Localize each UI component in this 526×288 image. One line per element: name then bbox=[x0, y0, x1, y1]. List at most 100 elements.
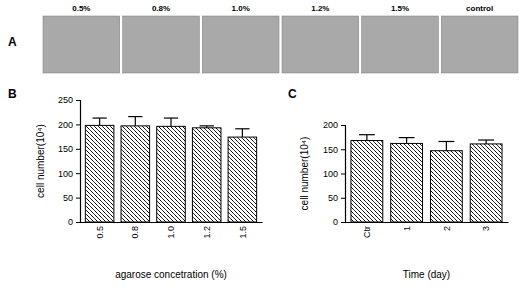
error-bar-stem bbox=[135, 117, 136, 126]
y-tick-mark bbox=[76, 222, 80, 223]
x-axis-title: agarose concetration (%) bbox=[115, 269, 227, 280]
y-tick: 0 bbox=[68, 217, 80, 227]
y-tick-mark bbox=[76, 149, 80, 150]
error-bar bbox=[478, 140, 494, 144]
x-tick: 1 bbox=[402, 222, 412, 231]
error-bar bbox=[128, 117, 142, 126]
bar bbox=[228, 137, 257, 222]
micrograph bbox=[441, 16, 518, 73]
x-tick-label: Ctr bbox=[362, 226, 372, 238]
x-axis: Ctr 1 2 3 bbox=[346, 222, 509, 238]
y-tick: 100 bbox=[323, 169, 345, 179]
error-bar bbox=[235, 129, 249, 137]
x-tick: 0.8 bbox=[130, 222, 140, 239]
error-bar-stem bbox=[170, 118, 171, 126]
x-axis: 0.50.81.01.21.5 bbox=[81, 222, 263, 239]
error-bar bbox=[359, 135, 375, 141]
error-bar-cap bbox=[359, 134, 375, 135]
x-tick: 2 bbox=[442, 222, 452, 231]
x-axis-title: Time (day) bbox=[403, 269, 450, 280]
x-tick: 1.5 bbox=[238, 222, 248, 239]
x-tick-label: 0.5 bbox=[95, 226, 105, 239]
error-bar-cap bbox=[399, 137, 415, 138]
image-label: 0.8% bbox=[152, 4, 170, 13]
y-tick-label: 250 bbox=[58, 95, 73, 105]
x-tick-label: 2 bbox=[442, 226, 452, 231]
error-bar bbox=[164, 118, 178, 126]
error-bar-stem bbox=[366, 135, 367, 141]
error-bar bbox=[92, 118, 106, 125]
x-tick-label: 0.8 bbox=[130, 226, 140, 239]
y-tick: 150 bbox=[58, 144, 80, 154]
error-bar-cap bbox=[438, 141, 454, 142]
bar bbox=[470, 144, 502, 222]
y-tick: 0 bbox=[333, 217, 345, 227]
bar-chart: 0501001502002500.50.81.01.21.5agarose co… bbox=[8, 87, 263, 280]
x-tick: Ctr bbox=[362, 222, 372, 238]
bar bbox=[192, 128, 221, 222]
y-axis: 050100150200250 bbox=[58, 95, 81, 227]
y-tick-label: 50 bbox=[328, 193, 338, 203]
figure: A0.5%0.8%1.0%1.2%1.5%control050100150200… bbox=[0, 0, 526, 288]
micrograph bbox=[202, 16, 279, 73]
micrograph bbox=[43, 16, 120, 73]
error-bar-cap bbox=[128, 116, 142, 117]
error-bar-cap bbox=[200, 125, 214, 126]
image-label: control bbox=[466, 4, 493, 13]
y-tick: 200 bbox=[323, 120, 345, 130]
y-axis-line bbox=[76, 101, 81, 223]
x-tick-label: 3 bbox=[481, 226, 491, 231]
x-tick-label: 1.5 bbox=[238, 226, 248, 239]
micrograph bbox=[282, 16, 359, 73]
y-tick-label: 0 bbox=[68, 217, 73, 227]
y-tick-label: 200 bbox=[323, 120, 338, 130]
y-tick-mark bbox=[76, 124, 80, 125]
y-tick-mark bbox=[341, 198, 345, 199]
plot-area bbox=[85, 117, 256, 222]
y-tick: 150 bbox=[323, 145, 345, 155]
bar bbox=[391, 143, 423, 222]
error-bar bbox=[399, 138, 415, 144]
bar bbox=[157, 126, 186, 222]
image-label: 0.5% bbox=[72, 4, 90, 13]
error-bar-cap bbox=[92, 117, 106, 118]
image-label: 1.0% bbox=[232, 4, 250, 13]
y-tick-mark bbox=[76, 100, 80, 101]
y-tick-label: 100 bbox=[58, 169, 73, 179]
y-tick-label: 150 bbox=[58, 144, 73, 154]
y-axis: 0 50 100 150 200 bbox=[323, 120, 346, 227]
x-tick: 1.2 bbox=[202, 222, 212, 239]
image-label: 1.5% bbox=[391, 4, 409, 13]
error-bar bbox=[438, 141, 454, 150]
y-tick-mark bbox=[341, 125, 345, 126]
y-tick-label: 150 bbox=[323, 145, 338, 155]
bar bbox=[121, 126, 150, 222]
y-tick-label: 200 bbox=[58, 120, 73, 130]
y-tick-label: 100 bbox=[323, 169, 338, 179]
y-axis-title: cell number(10⁴) bbox=[299, 137, 310, 211]
y-tick-mark bbox=[76, 173, 80, 174]
panel-label: C bbox=[288, 87, 297, 101]
y-tick: 250 bbox=[58, 95, 80, 105]
y-axis-title: cell number(10⁴) bbox=[35, 124, 46, 198]
bar bbox=[351, 141, 383, 222]
x-tick-label: 1 bbox=[402, 226, 412, 231]
x-tick: 3 bbox=[481, 222, 491, 231]
error-bar-stem bbox=[406, 138, 407, 144]
error-bar-stem bbox=[99, 118, 100, 125]
x-axis-line bbox=[81, 222, 263, 223]
y-tick-mark bbox=[341, 149, 345, 150]
error-bar-cap bbox=[235, 128, 249, 129]
error-bar-cap bbox=[164, 117, 178, 118]
y-axis-line bbox=[341, 126, 346, 223]
y-tick-mark bbox=[341, 222, 345, 223]
bar-chart: 0 50 100 150 200 Ctr 1 2 3 Time (day) cell number(… bbox=[288, 87, 509, 280]
y-tick: 100 bbox=[58, 169, 80, 179]
error-bar-cap bbox=[478, 139, 494, 140]
panel-label: B bbox=[8, 87, 17, 101]
micrograph bbox=[123, 16, 200, 73]
x-tick: 0.5 bbox=[95, 222, 105, 239]
error-bar-stem bbox=[242, 129, 243, 137]
error-bar-stem bbox=[446, 141, 447, 150]
bar bbox=[430, 151, 462, 222]
